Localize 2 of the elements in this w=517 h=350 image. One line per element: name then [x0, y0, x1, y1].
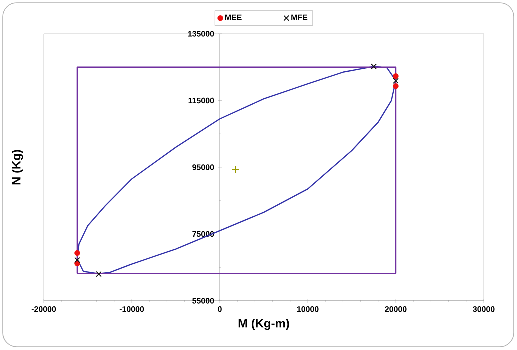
- y-axis-title: N (Kg): [12, 150, 24, 185]
- x-axis-title: M (Kg-m): [238, 319, 290, 330]
